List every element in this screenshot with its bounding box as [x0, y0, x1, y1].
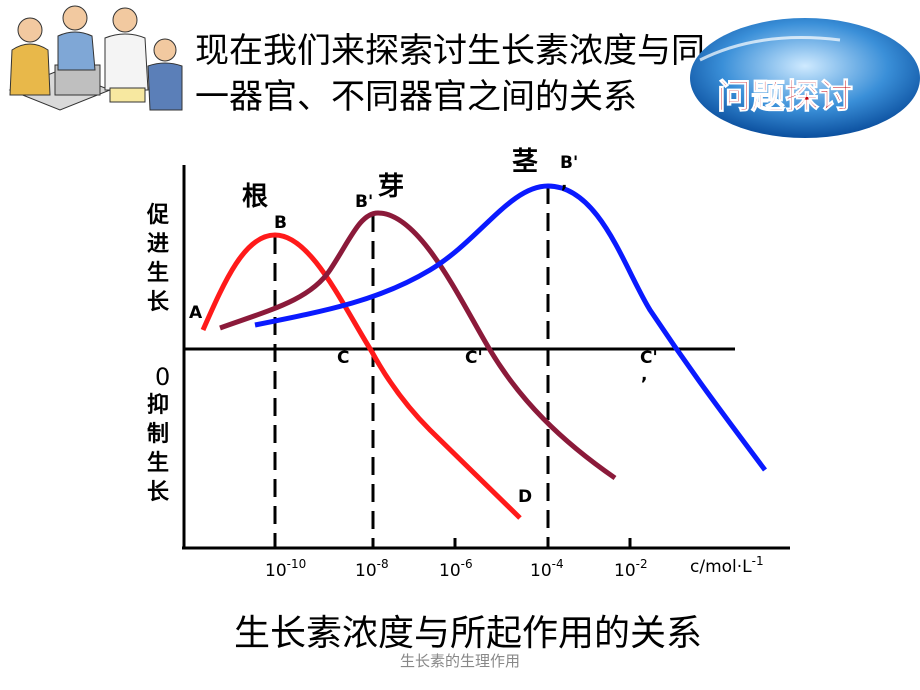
y-label-char: 制: [147, 422, 169, 447]
curve-label: 根: [242, 182, 268, 212]
clipart: [8, 5, 183, 111]
y-label-char: 进: [147, 232, 169, 257]
footer: 生长素的生理作用: [400, 652, 520, 670]
x-tick-base: 10: [530, 561, 552, 581]
point-label: B': [355, 192, 373, 212]
point-label: A: [189, 303, 203, 323]
y-label-char: 长: [147, 480, 170, 505]
x-tick-label: 10-2: [614, 557, 648, 581]
point-label: C': [465, 348, 483, 368]
y-label-char: 促: [146, 203, 169, 228]
x-tick-label: 10-8: [355, 557, 389, 581]
x-tick-label: 10-10: [265, 557, 306, 581]
x-tick-exp: -6: [461, 557, 473, 571]
x-unit-exp: -1: [752, 554, 764, 568]
point-label: ,: [561, 173, 567, 193]
curve-label: 芽: [378, 172, 404, 202]
dashed-lines: [273, 186, 550, 548]
point-label: C': [640, 348, 658, 368]
y-label-char: 长: [147, 290, 170, 315]
y-label-char: 抑: [147, 393, 169, 418]
point-label: C: [337, 348, 349, 368]
curves: [200, 183, 768, 520]
y-label-char: 生: [147, 261, 169, 286]
x-tick-base: 10: [614, 561, 636, 581]
x-tick-base: 10: [265, 561, 287, 581]
zero-label: 0: [155, 363, 170, 391]
x-tick-exp: -2: [636, 557, 648, 571]
title-line: 现在我们来探索讨生长素浓度与同: [195, 31, 705, 71]
x-tick-exp: -8: [377, 557, 389, 571]
x-tick-base: 10: [355, 561, 377, 581]
caption: 生长素浓度与所起作用的关系: [234, 613, 702, 654]
y-label: 抑制生长: [147, 393, 170, 505]
x-unit-base: c/mol·L: [690, 557, 752, 577]
x-tick-exp: -4: [552, 557, 564, 571]
x-tick-base: 10: [439, 561, 461, 581]
x-tick-exp: -10: [287, 557, 307, 571]
badge: 问题探讨: [690, 18, 920, 138]
y-label: 促进生长: [146, 203, 170, 315]
point-label: B: [274, 213, 287, 233]
curve-label: 茎: [512, 147, 538, 177]
y-label-char: 生: [147, 451, 169, 476]
point-labels: A B B' B' , C C' C' , D: [189, 153, 658, 507]
badge-text: 问题探讨: [717, 77, 853, 117]
point-label: B': [560, 153, 578, 173]
title-line: 一器官、不同器官之间的关系: [195, 77, 637, 117]
point-label: D: [518, 487, 532, 507]
point-label: ,: [641, 365, 647, 385]
x-tick-label: 10-6: [439, 557, 473, 581]
x-unit: c/mol·L-1: [690, 554, 764, 577]
x-tick-label: 10-4: [530, 557, 564, 581]
